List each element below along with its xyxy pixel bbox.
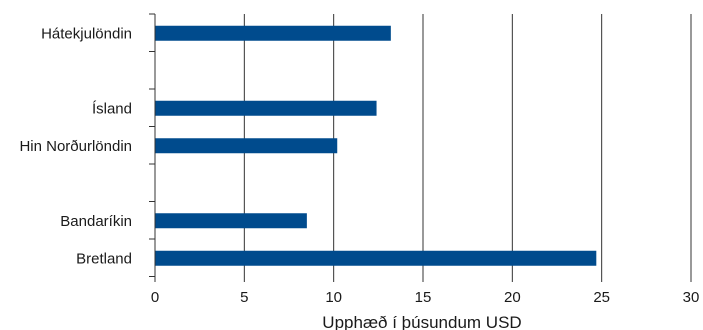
category-label: Bretland (76, 250, 132, 267)
axes (149, 13, 156, 282)
category-label: Hátekjulöndin (41, 25, 132, 42)
bar (155, 25, 391, 41)
category-label: Hin Norðurlöndin (19, 138, 132, 155)
category-label: Ísland (92, 100, 132, 117)
x-axis-title: Upphæð í þúsundum USD (322, 313, 521, 330)
grid-lines (243, 14, 692, 282)
x-tick-label: 30 (683, 289, 700, 306)
labels: 0 5 10 15 20 25 30 Hátekjulöndin Ísland Hin Norðu… (19, 25, 699, 306)
bar (155, 213, 307, 229)
x-tick-label: 5 (240, 289, 248, 306)
x-tick-label: 15 (415, 289, 432, 306)
x-tick-label: 0 (151, 289, 159, 306)
x-tick-label: 25 (593, 289, 610, 306)
bars (155, 25, 597, 266)
x-tick-label: 20 (504, 289, 521, 306)
bar (155, 100, 377, 116)
category-label: Bandaríkin (60, 213, 132, 230)
bar (155, 250, 597, 266)
x-tick-label: 10 (325, 289, 342, 306)
bar (155, 138, 338, 154)
